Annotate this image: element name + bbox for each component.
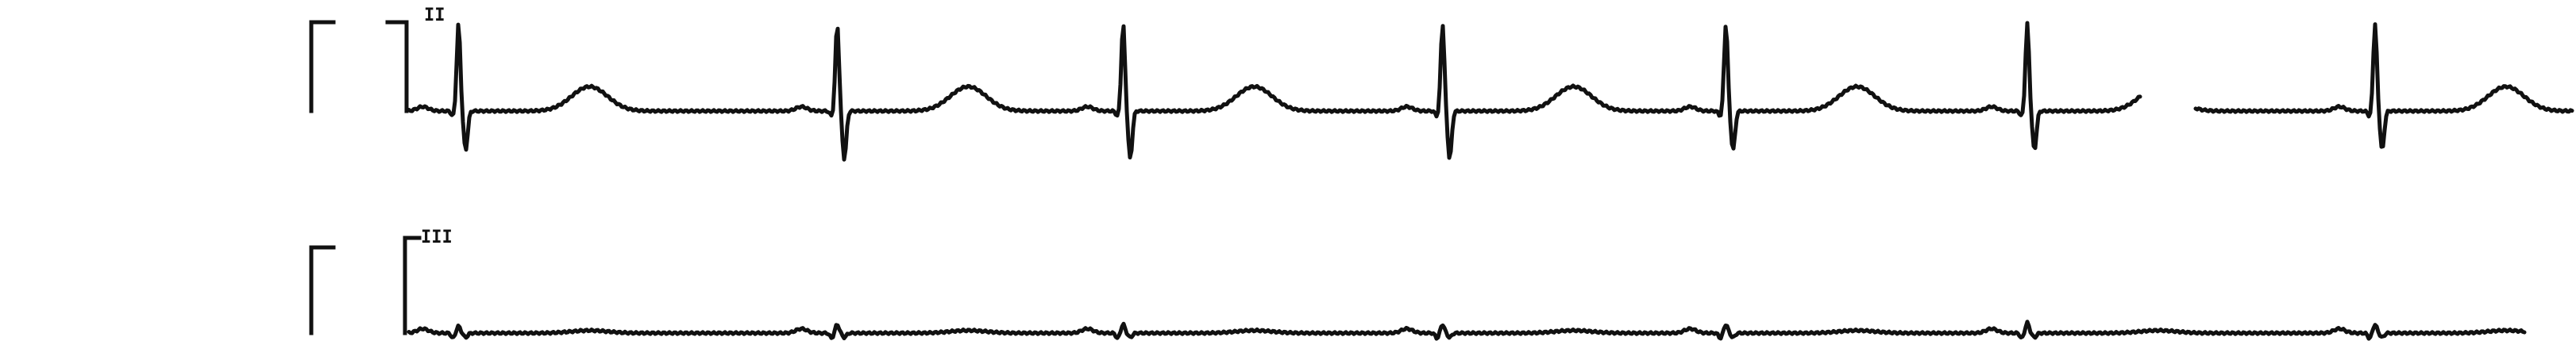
lead-b-trace bbox=[407, 320, 2527, 341]
lead-b-label: III bbox=[421, 228, 453, 247]
lead-a-row: II bbox=[309, 6, 2574, 162]
lead-a-calibration-mark bbox=[385, 20, 409, 113]
lead-b-row: III bbox=[309, 228, 2527, 341]
lead-a-label: II bbox=[424, 6, 445, 25]
lead-b-calibration-pulse bbox=[309, 245, 336, 335]
lead-a-calibration-pulse bbox=[309, 20, 336, 113]
lead-b-calibration-mark bbox=[403, 236, 422, 335]
lead-a-trace bbox=[407, 21, 2574, 162]
